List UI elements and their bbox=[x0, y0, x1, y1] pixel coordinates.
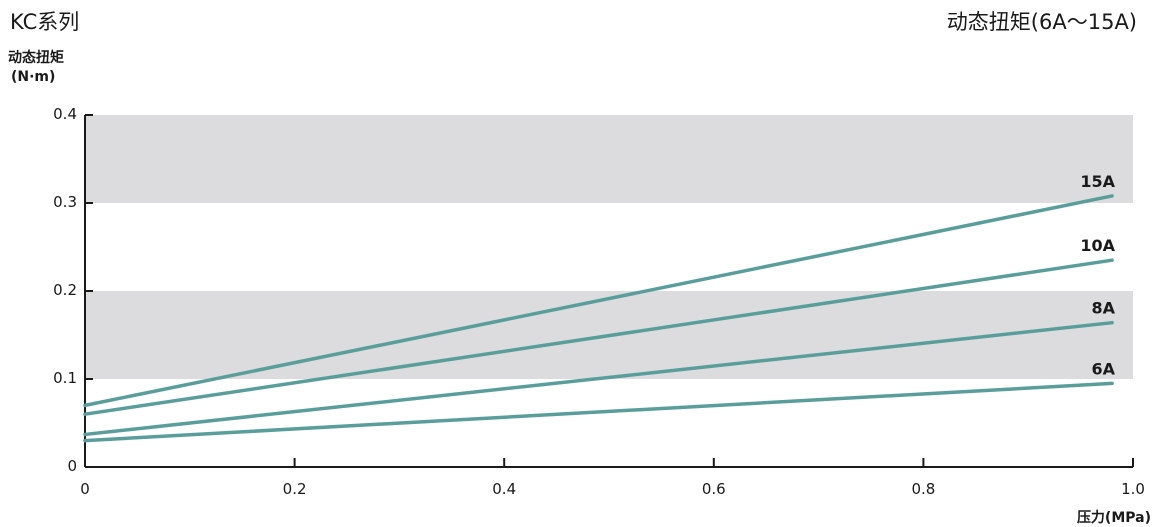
series-label-10A: 10A bbox=[1080, 236, 1115, 255]
x-tick-label-0.6: 0.6 bbox=[702, 480, 726, 498]
series-line-8A bbox=[83, 320, 1114, 437]
series-title: KC系列 bbox=[10, 10, 80, 34]
series-labels: 15A 10A 8A 6A bbox=[1080, 172, 1115, 378]
series-label-8A: 8A bbox=[1092, 299, 1116, 318]
x-tick-label-1.0: 1.0 bbox=[1121, 480, 1145, 498]
series-lines bbox=[83, 194, 1114, 443]
y-axis-label: 动态扭矩 (N·m) bbox=[8, 49, 64, 87]
x-tick-label-0.8: 0.8 bbox=[911, 480, 935, 498]
series-line-6A bbox=[83, 381, 1114, 443]
x-tick-label-0: 0 bbox=[80, 480, 90, 498]
y-tick-label-0.1: 0.1 bbox=[53, 369, 77, 387]
axes: 0 0.1 0.2 0.3 0.4 0 0.2 0.4 0.6 0.8 1.0 bbox=[53, 105, 1145, 498]
chart-title: 动态扭矩(6A～15A) bbox=[946, 10, 1137, 34]
series-line-15A bbox=[83, 194, 1114, 408]
shaded-bands bbox=[85, 115, 1133, 379]
x-tick-label-0.2: 0.2 bbox=[283, 480, 307, 498]
y-axis-unit: (N·m) bbox=[11, 69, 56, 85]
y-tick-label-0: 0 bbox=[67, 457, 77, 475]
y-axis-title: 动态扭矩 bbox=[8, 50, 64, 66]
y-tick-label-0.2: 0.2 bbox=[53, 281, 77, 299]
x-axis-label: 压力(MPa) bbox=[1076, 510, 1151, 526]
shaded-band-2 bbox=[85, 115, 1133, 203]
series-line-10A bbox=[83, 258, 1114, 416]
y-tick-label-0.3: 0.3 bbox=[53, 193, 77, 211]
y-tick-label-0.4: 0.4 bbox=[53, 105, 77, 123]
series-label-6A: 6A bbox=[1092, 359, 1116, 378]
x-tick-label-0.4: 0.4 bbox=[492, 480, 516, 498]
series-label-15A: 15A bbox=[1080, 172, 1115, 191]
